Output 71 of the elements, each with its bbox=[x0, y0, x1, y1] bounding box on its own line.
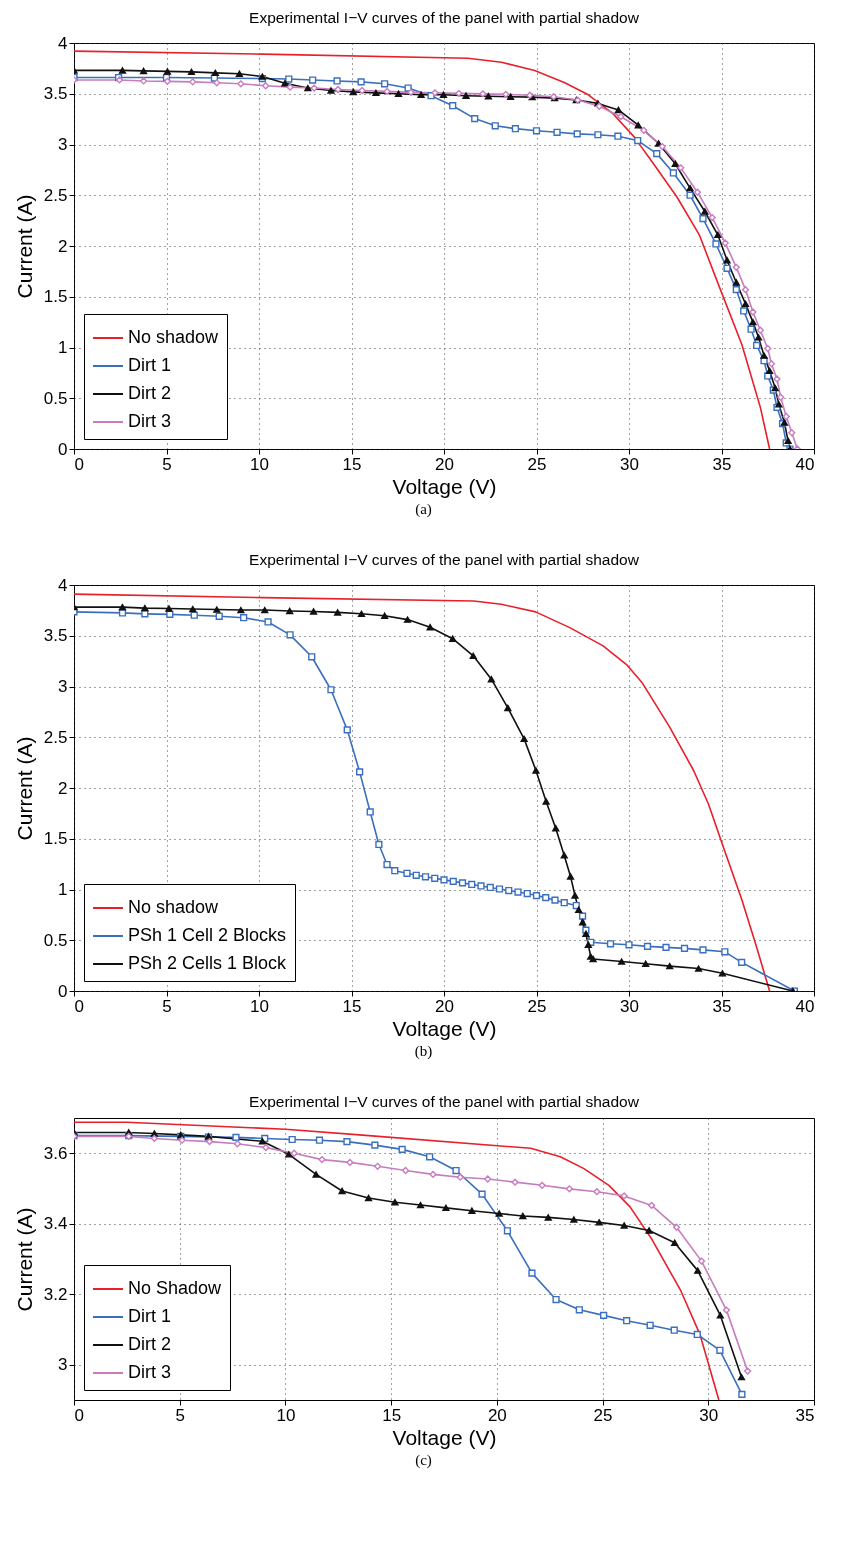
x-tick-label: 35 bbox=[712, 996, 732, 1016]
legend-label: Dirt 2 bbox=[128, 383, 172, 403]
chart-title: Experimental I−V curves of the panel with partial shadow bbox=[249, 1092, 640, 1110]
chart-title: Experimental I−V curves of the panel with partial shadow bbox=[249, 550, 640, 568]
legend-label: PSh 1 Cell 2 Blocks bbox=[128, 925, 287, 945]
y-axis-title: Current (A) bbox=[12, 194, 36, 299]
y-tick-label: 0.5 bbox=[43, 388, 68, 408]
x-tick-label: 20 bbox=[435, 454, 454, 474]
y-tick-label: 0.5 bbox=[43, 930, 68, 950]
legend-label: Dirt 3 bbox=[128, 1362, 172, 1382]
x-tick-label: 25 bbox=[593, 1405, 613, 1425]
x-tick-label: 15 bbox=[342, 454, 362, 474]
text: (c) bbox=[414, 1452, 433, 1469]
x-tick-label: 30 bbox=[620, 996, 639, 1016]
y-tick-label: 3.5 bbox=[43, 84, 68, 104]
x-tick-label: 35 bbox=[712, 454, 732, 474]
y-tick-label: 2.5 bbox=[43, 185, 68, 205]
x-tick-label: 25 bbox=[527, 996, 547, 1016]
x-tick-label: 0 bbox=[74, 1405, 84, 1425]
x-tick-label: 5 bbox=[162, 996, 172, 1016]
y-tick-label: 2.5 bbox=[43, 727, 68, 747]
y-tick-label: 0 bbox=[58, 981, 68, 1001]
x-axis-title: Voltage (V) bbox=[392, 474, 497, 498]
x-axis-title: Voltage (V) bbox=[392, 1425, 497, 1449]
y-tick-label: 3.4 bbox=[43, 1214, 68, 1234]
y-tick-label: 1.5 bbox=[43, 829, 68, 849]
y-tick-label: 2 bbox=[58, 778, 68, 798]
legend-label: No shadow bbox=[128, 327, 220, 347]
text: (b) bbox=[413, 1043, 434, 1060]
y-tick-label: 0 bbox=[58, 439, 68, 459]
y-tick-label: 1.5 bbox=[43, 287, 68, 307]
y-tick-label: 3.6 bbox=[43, 1143, 68, 1163]
x-tick-label: 10 bbox=[250, 996, 269, 1016]
x-tick-label: 40 bbox=[795, 454, 815, 474]
legend-label: Dirt 1 bbox=[128, 1306, 172, 1326]
x-tick-label: 25 bbox=[527, 454, 547, 474]
legend-label: Dirt 1 bbox=[128, 355, 172, 375]
y-tick-label: 4 bbox=[58, 575, 68, 595]
y-tick-label: 1 bbox=[58, 880, 68, 899]
y-tick-label: 1 bbox=[58, 338, 68, 357]
x-tick-label: 0 bbox=[74, 996, 84, 1016]
x-tick-label: 10 bbox=[250, 454, 269, 474]
y-tick-label: 3 bbox=[58, 135, 68, 154]
legend-label: Dirt 3 bbox=[128, 411, 172, 431]
y-tick-label: 3 bbox=[58, 677, 68, 696]
x-tick-label: 40 bbox=[795, 996, 815, 1016]
y-tick-label: 2 bbox=[58, 236, 68, 256]
legend-label: No Shadow bbox=[128, 1278, 223, 1298]
legend-label: Dirt 2 bbox=[128, 1334, 172, 1354]
y-tick-label: 4 bbox=[58, 33, 68, 53]
x-tick-label: 0 bbox=[74, 454, 84, 474]
x-tick-label: 10 bbox=[276, 1405, 296, 1425]
text: (a) bbox=[414, 501, 433, 518]
legend-label: PSh 2 Cells 1 Block bbox=[128, 953, 288, 973]
x-tick-label: 15 bbox=[342, 996, 362, 1016]
y-tick-label: 3 bbox=[58, 1355, 68, 1375]
x-tick-label: 5 bbox=[175, 1405, 185, 1425]
y-tick-label: 3.5 bbox=[43, 626, 68, 646]
x-tick-label: 30 bbox=[620, 454, 639, 474]
x-tick-label: 5 bbox=[162, 454, 172, 474]
x-tick-label: 30 bbox=[699, 1405, 719, 1425]
chart-title: Experimental I−V curves of the panel with partial shadow bbox=[249, 8, 640, 26]
x-tick-label: 20 bbox=[487, 1405, 507, 1425]
x-tick-label: 20 bbox=[435, 996, 454, 1016]
legend-label: No shadow bbox=[128, 897, 220, 917]
y-axis-title: Current (A) bbox=[12, 736, 36, 841]
x-tick-label: 35 bbox=[795, 1405, 815, 1425]
x-tick-label: 15 bbox=[382, 1405, 402, 1425]
y-axis-title: Current (A) bbox=[12, 1207, 36, 1312]
x-axis-title: Voltage (V) bbox=[392, 1016, 497, 1040]
y-tick-label: 3.2 bbox=[43, 1284, 68, 1304]
